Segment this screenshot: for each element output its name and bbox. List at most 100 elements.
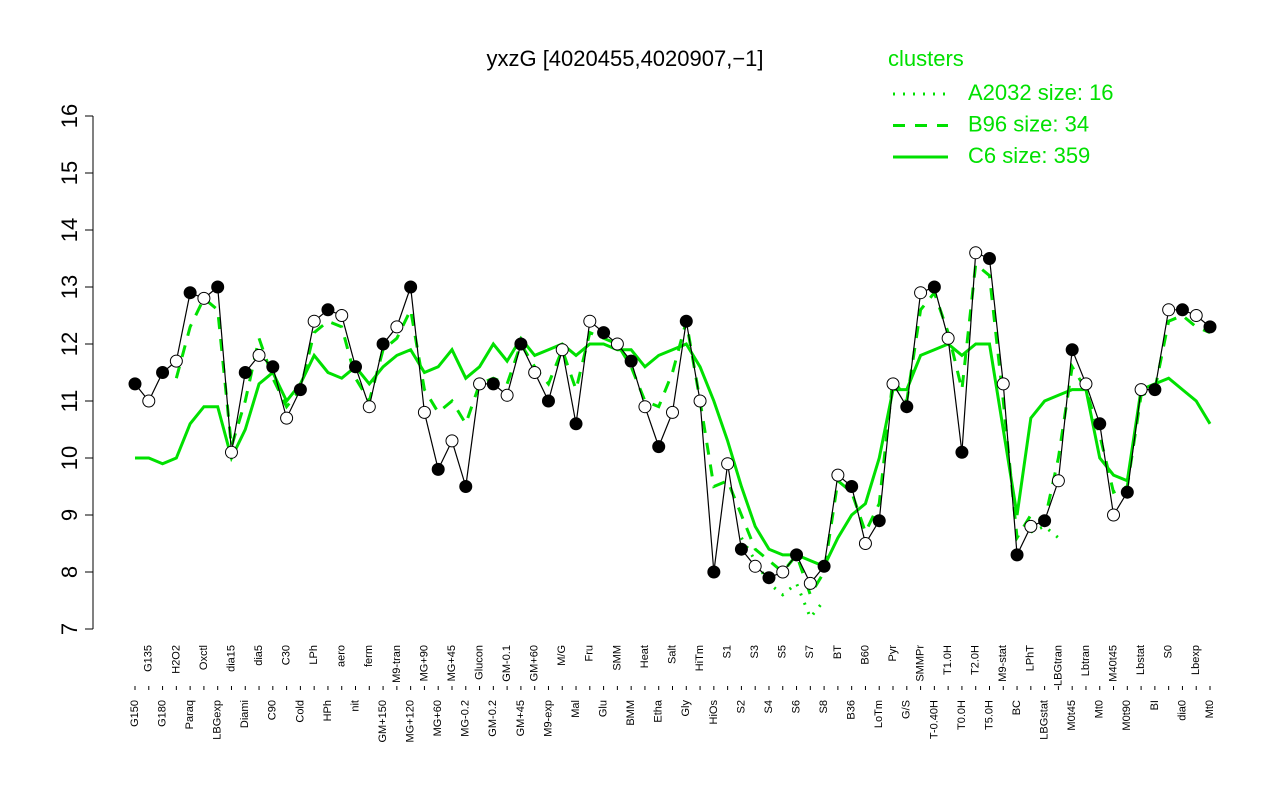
gene-point [1010,548,1024,562]
x-tick-label: Pyr [887,645,899,662]
gene-point [652,440,666,454]
y-tick-label: 8 [57,566,82,578]
x-tick-label: S0 [1163,645,1175,658]
gene-point [969,246,983,260]
gene-point [817,559,831,573]
gene-point [624,354,638,368]
x-tick-label: Lbstat [1135,645,1147,675]
gene-point [211,280,225,294]
gene-point [459,480,473,493]
x-tick-label: G150 [129,700,141,727]
gene-point [307,314,321,328]
x-tick-label: M/G [556,645,568,666]
x-tick-label: GM-0.1 [501,645,513,682]
x-tick-label: MG-0.2 [460,700,472,737]
gene-point [417,405,431,419]
gene-point [927,280,941,294]
gene-point [776,565,790,579]
x-tick-label: BC [1011,700,1023,715]
gene-point [845,480,859,493]
x-tick-label: nit [349,700,361,712]
gene-point [569,417,583,431]
x-tick-label: SMMPr [914,645,926,682]
gene-point [169,354,183,368]
x-tick-label: Glucon [473,645,485,680]
x-tick-label: LoTm [873,700,885,728]
gene-point [1175,303,1189,317]
x-tick-label: Cold [294,700,306,723]
x-tick-label: Etha [653,699,665,723]
x-tick-label: LPhT [1025,645,1037,672]
gene-point [238,366,252,379]
gene-point [128,377,142,391]
x-tick-label: MG+120 [405,700,417,743]
x-tick-label: BI [1149,700,1161,710]
gene-point [803,576,817,590]
x-tick-label: ferm [363,645,375,667]
gene-point [541,394,555,408]
x-tick-label: HPh [322,700,334,721]
gene-point [638,400,652,414]
x-tick-label: G/S [901,700,913,719]
gene-point [1024,519,1038,533]
y-tick-label: 12 [57,332,82,356]
gene-point [790,548,804,562]
x-tick-label: Salt [666,645,678,664]
x-tick-label: S1 [722,645,734,658]
gene-point [335,309,349,322]
gene-point [555,343,569,357]
x-tick-label: C30 [281,645,293,665]
chart-title: yxzG [4020455,4020907,−1] [486,46,763,71]
x-tick-label: MG+90 [418,645,430,681]
x-tick-label: dia5 [253,645,265,666]
x-tick-label: S5 [777,645,789,658]
gene-point [224,445,238,459]
x-tick-label: BMM [625,700,637,726]
legend-label: B96 size: 34 [968,111,1089,136]
y-tick-label: 7 [57,623,82,635]
y-tick-label: 9 [57,509,82,521]
gene-point [914,286,928,300]
x-tick-label: Mal [570,700,582,718]
gene-point [982,252,996,265]
x-tick-label: M0t90 [1121,700,1133,731]
x-tick-label: dia0 [1176,700,1188,721]
gene-point [1065,343,1079,357]
x-tick-label: B60 [859,645,871,665]
gene-point [252,348,266,362]
gene-point [1093,417,1107,431]
gene-point [1189,309,1203,322]
y-tick-label: 10 [57,446,82,470]
x-tick-label: M40t45 [1107,645,1119,682]
gene-point [321,303,335,317]
gene-point [431,462,445,476]
gene-point [762,571,776,585]
x-tick-label: LPh [308,645,320,665]
gene-point [1120,485,1134,499]
x-tick-label: T0.0H [956,700,968,730]
gene-point [280,411,294,425]
gene-point [197,291,211,305]
x-tick-label: Lbexp [1190,645,1202,675]
gene-point [900,400,914,414]
legend-label: C6 size: 359 [968,143,1090,168]
x-tick-label: Gly [680,700,692,717]
gene-point [721,457,735,471]
x-tick-label: Paraq [184,700,196,729]
x-tick-label: Lbtran [1080,645,1092,676]
x-tick-label: Glu [597,700,609,717]
x-tick-label: S3 [749,645,761,658]
gene-point [376,337,390,351]
gene-point [1051,474,1065,488]
gene-point [1134,383,1148,397]
y-tick-label: 11 [57,390,82,413]
gene-point [1148,383,1162,397]
gene-point [666,405,679,419]
x-tick-label: LBGstat [1039,700,1051,740]
x-tick-label: T1.0H [942,645,954,675]
gene-point [872,514,886,528]
x-tick-label: Heat [639,645,651,668]
x-tick-label: GM-0.2 [487,700,499,737]
x-tick-label: SMM [611,645,623,671]
gene-point [1107,508,1121,522]
